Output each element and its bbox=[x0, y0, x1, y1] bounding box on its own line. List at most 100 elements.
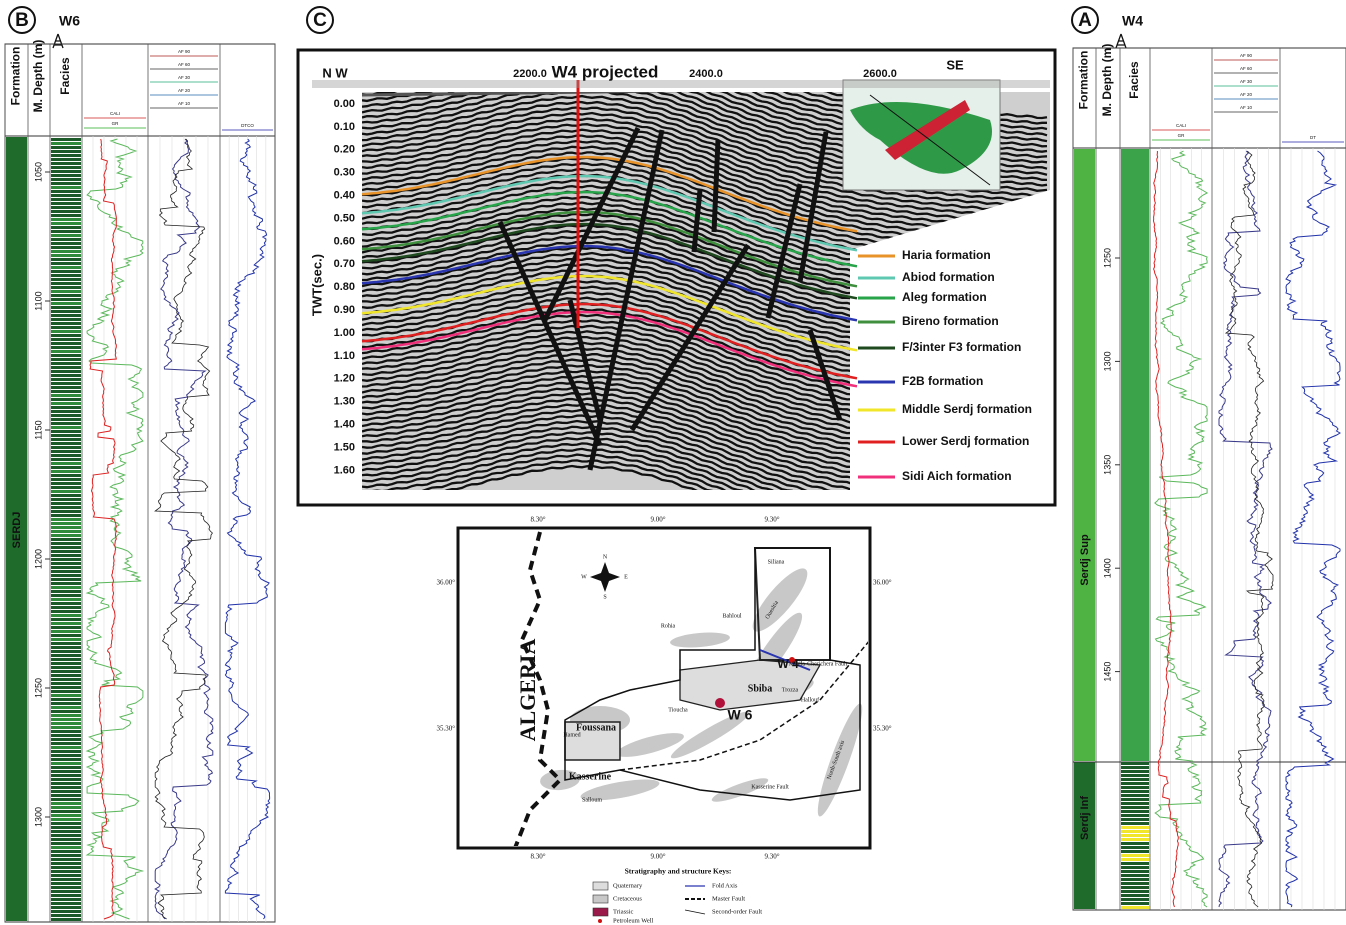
fault bbox=[542, 126, 641, 322]
panel-label: C bbox=[313, 10, 327, 31]
facies-band bbox=[51, 690, 81, 693]
well-w4 bbox=[789, 657, 795, 663]
depth-label: 1150 bbox=[33, 420, 43, 439]
seismic-reflector bbox=[362, 447, 1048, 490]
facies-band bbox=[51, 758, 81, 761]
facies-fill bbox=[1121, 149, 1149, 761]
facies-band bbox=[51, 894, 81, 897]
facies-band bbox=[51, 210, 81, 213]
fault bbox=[711, 139, 721, 233]
facies-band bbox=[51, 886, 81, 889]
facies-band bbox=[51, 266, 81, 269]
facies-band bbox=[51, 862, 81, 865]
seismic-reflector bbox=[362, 123, 1048, 221]
place-label: Bahloul bbox=[723, 613, 742, 619]
seismic-reflector bbox=[362, 414, 1048, 490]
facies-band bbox=[51, 306, 81, 309]
cretaceous-outcrop bbox=[711, 778, 769, 802]
facies-band bbox=[51, 186, 81, 189]
facies-band bbox=[51, 554, 81, 557]
facies-band bbox=[1121, 834, 1149, 837]
depth-label: 1400 bbox=[1102, 558, 1112, 578]
facies-band bbox=[51, 458, 81, 461]
facies-band bbox=[51, 786, 81, 789]
facies-band bbox=[1121, 866, 1149, 869]
facies-band bbox=[51, 354, 81, 357]
column-header: M. Depth (m) bbox=[1100, 44, 1114, 117]
legend-label: Sidi Aich formation bbox=[902, 469, 1012, 483]
facies-band bbox=[51, 370, 81, 373]
facies-band bbox=[51, 770, 81, 773]
facies-band bbox=[51, 518, 81, 521]
place-label: Trozza bbox=[782, 687, 799, 693]
log-frame bbox=[1072, 47, 1346, 911]
facies-band bbox=[51, 398, 81, 401]
log-curve bbox=[154, 138, 214, 920]
facies-band bbox=[51, 438, 81, 441]
facies-band bbox=[51, 510, 81, 513]
facies-band bbox=[51, 782, 81, 785]
lat-label: 35.30° bbox=[436, 725, 455, 733]
legend-label: Aleg formation bbox=[902, 290, 987, 304]
facies-band bbox=[51, 146, 81, 149]
depth-label: 1350 bbox=[1102, 455, 1112, 475]
seismic-reflector bbox=[362, 419, 1048, 490]
facies-band bbox=[51, 562, 81, 565]
lat-label: 36.00° bbox=[436, 579, 455, 587]
facies-band bbox=[1121, 850, 1149, 853]
track-header: DTCO bbox=[241, 123, 254, 128]
facies-band bbox=[1121, 878, 1149, 881]
facies-band bbox=[51, 250, 81, 253]
facies-band bbox=[51, 178, 81, 181]
facies-band bbox=[1121, 798, 1149, 801]
facies-band bbox=[51, 602, 81, 605]
seismic-reflector bbox=[362, 408, 1048, 490]
facies-band bbox=[51, 394, 81, 397]
facies-band bbox=[51, 238, 81, 241]
place-label: Hamed bbox=[563, 732, 580, 738]
facies-band bbox=[51, 910, 81, 913]
horizon bbox=[361, 222, 858, 300]
x-label: 2400.0 bbox=[689, 68, 723, 80]
facies-band bbox=[51, 294, 81, 297]
facies-band bbox=[51, 582, 81, 585]
y-label: 1.20 bbox=[334, 373, 355, 385]
facies-band bbox=[51, 738, 81, 741]
horizon bbox=[361, 302, 858, 380]
lon-label: 9.00° bbox=[650, 853, 665, 861]
seismic-reflector bbox=[362, 442, 1048, 490]
y-label: 0.90 bbox=[334, 304, 355, 316]
inset-line bbox=[869, 94, 991, 186]
facies-band bbox=[51, 498, 81, 501]
cretaceous-outcrop bbox=[670, 711, 750, 759]
facies-band bbox=[51, 558, 81, 561]
track-header: CALI bbox=[110, 111, 120, 116]
fault bbox=[587, 129, 665, 471]
facies-band bbox=[1121, 846, 1149, 849]
seismic-reflector bbox=[362, 128, 1048, 226]
depth-label: 1050 bbox=[33, 162, 43, 182]
log-curve bbox=[85, 138, 145, 920]
facies-band bbox=[51, 234, 81, 237]
facies-band bbox=[51, 454, 81, 457]
facies-band bbox=[51, 410, 81, 413]
facies-band bbox=[51, 626, 81, 629]
facies-band bbox=[51, 774, 81, 777]
facies-band bbox=[51, 218, 81, 221]
horizon bbox=[361, 310, 858, 388]
key-second bbox=[684, 909, 706, 915]
fault bbox=[797, 131, 829, 283]
facies-band bbox=[1121, 874, 1149, 877]
facies-band bbox=[51, 750, 81, 753]
panel-label-circle bbox=[8, 6, 36, 34]
facies-band bbox=[51, 298, 81, 301]
x-label: 2600.0 bbox=[863, 68, 897, 80]
legend-label: F2B formation bbox=[902, 374, 983, 388]
facies-band bbox=[51, 374, 81, 377]
legend-label: Lower Serdj formation bbox=[902, 434, 1029, 448]
facies-band bbox=[51, 618, 81, 621]
facies-band bbox=[51, 378, 81, 381]
place-label: Kasserine bbox=[569, 771, 612, 782]
facies-band bbox=[51, 358, 81, 361]
key-label: Fold Axis bbox=[712, 882, 738, 889]
